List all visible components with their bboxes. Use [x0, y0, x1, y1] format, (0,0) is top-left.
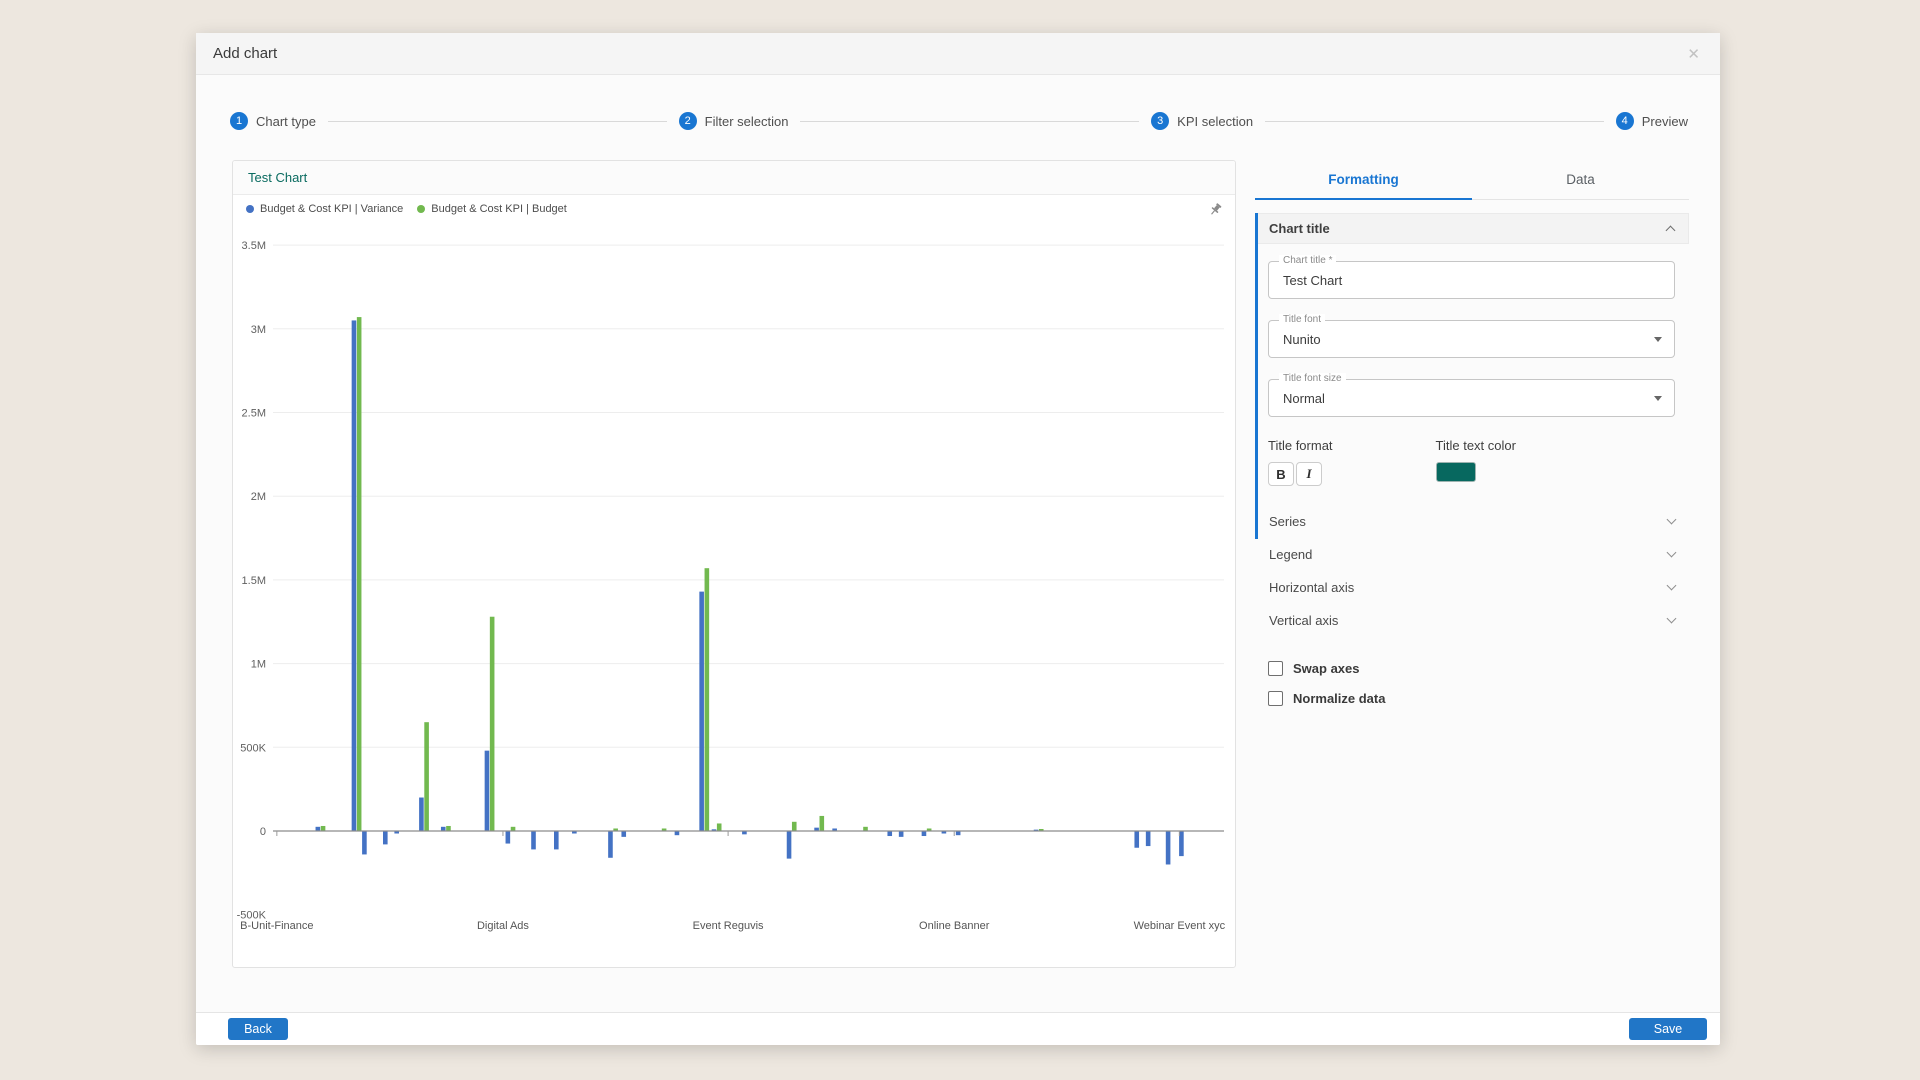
chart-title-section: Chart title Chart title * Test Chart Tit… [1255, 213, 1689, 486]
step-2-circle: 2 [679, 112, 697, 130]
chart-card-header: Test Chart [233, 161, 1235, 195]
svg-text:Online Banner: Online Banner [919, 920, 990, 932]
section-legend-header[interactable]: Legend [1255, 538, 1689, 571]
title-font-select[interactable]: Title font Nunito [1268, 320, 1675, 358]
active-tab-indicator [1255, 198, 1472, 200]
svg-text:500K: 500K [240, 742, 266, 754]
panel-tabs: Formatting Data [1255, 160, 1689, 200]
step-kpi-selection[interactable]: 3 KPI selection [1151, 112, 1253, 130]
svg-text:3M: 3M [251, 324, 266, 336]
svg-text:2.5M: 2.5M [242, 408, 266, 420]
step-chart-type[interactable]: 1 Chart type [230, 112, 316, 130]
section-series-header[interactable]: Series [1255, 505, 1689, 538]
svg-text:1.5M: 1.5M [242, 575, 266, 587]
svg-text:0: 0 [260, 826, 266, 838]
step-preview[interactable]: 4 Preview [1616, 112, 1688, 130]
italic-button[interactable]: I [1296, 462, 1322, 486]
title-format-row: Title format B I Title text color [1255, 438, 1689, 486]
svg-text:Event Reguvis: Event Reguvis [693, 920, 764, 932]
close-icon[interactable]: ✕ [1687, 45, 1700, 63]
bold-button[interactable]: B [1268, 462, 1294, 486]
chart-legend: Budget & Cost KPI | Variance Budget & Co… [233, 195, 1235, 223]
section-vertical-axis-header[interactable]: Vertical axis [1255, 604, 1689, 637]
swap-axes-checkbox[interactable] [1268, 661, 1283, 676]
svg-text:1M: 1M [251, 659, 266, 671]
step-4-circle: 4 [1616, 112, 1634, 130]
chart-title-text: Test Chart [248, 170, 307, 185]
step-filter-selection[interactable]: 2 Filter selection [679, 112, 789, 130]
modal-header: Add chart ✕ [196, 33, 1720, 75]
svg-text:3.5M: 3.5M [242, 240, 266, 252]
title-text-color-swatch[interactable] [1436, 462, 1476, 482]
modal-title: Add chart [213, 45, 277, 62]
formatting-panel: Formatting Data Chart title Chart title … [1255, 160, 1689, 970]
tab-formatting[interactable]: Formatting [1255, 160, 1472, 199]
svg-text:Webinar Event xyc: Webinar Event xyc [1134, 920, 1226, 932]
svg-text:B-Unit-Finance: B-Unit-Finance [240, 920, 313, 932]
chevron-down-icon [1667, 614, 1677, 624]
chart-preview-card: Test Chart Budget & Cost KPI | Variance … [232, 160, 1236, 968]
dropdown-arrow-icon [1654, 396, 1662, 401]
save-button[interactable]: Save [1629, 1018, 1707, 1040]
stepper-connector [800, 121, 1139, 122]
stepper: 1 Chart type 2 Filter selection 3 KPI se… [230, 111, 1688, 131]
svg-text:Digital Ads: Digital Ads [477, 920, 529, 932]
legend-item-variance[interactable]: Budget & Cost KPI | Variance [246, 203, 403, 215]
pin-icon[interactable] [1208, 202, 1223, 217]
bar-chart: 3.5M3M2.5M2M1.5M1M500K0-500KB-Unit-Finan… [233, 223, 1235, 967]
stepper-connector [328, 121, 667, 122]
legend-dot-variance [246, 205, 254, 213]
chevron-down-icon [1667, 515, 1677, 525]
chart-title-section-header[interactable]: Chart title [1255, 213, 1689, 244]
chevron-down-icon [1667, 581, 1677, 591]
legend-dot-budget [417, 205, 425, 213]
collapsed-sections: Series Legend Horizontal axis Vertical a… [1255, 505, 1689, 637]
stepper-connector [1265, 121, 1604, 122]
chevron-up-icon [1666, 226, 1676, 236]
modal-footer: Back Save [196, 1012, 1720, 1045]
step-3-circle: 3 [1151, 112, 1169, 130]
chevron-down-icon [1667, 548, 1677, 558]
modal-content: Test Chart Budget & Cost KPI | Variance … [232, 160, 1690, 970]
legend-item-budget[interactable]: Budget & Cost KPI | Budget [417, 203, 567, 215]
back-button[interactable]: Back [228, 1018, 288, 1040]
section-horizontal-axis-header[interactable]: Horizontal axis [1255, 571, 1689, 604]
options-checkboxes: Swap axes Normalize data [1255, 653, 1689, 713]
normalize-data-option[interactable]: Normalize data [1255, 683, 1689, 713]
title-font-size-select[interactable]: Title font size Normal [1268, 379, 1675, 417]
add-chart-modal: Add chart ✕ 1 Chart type 2 Filter select… [196, 33, 1720, 1045]
chart-title-input[interactable]: Chart title * Test Chart [1268, 261, 1675, 299]
step-1-circle: 1 [230, 112, 248, 130]
normalize-data-checkbox[interactable] [1268, 691, 1283, 706]
svg-text:2M: 2M [251, 491, 266, 503]
tab-data[interactable]: Data [1472, 160, 1689, 199]
dropdown-arrow-icon [1654, 337, 1662, 342]
chart-title-fields: Chart title * Test Chart Title font Nuni… [1255, 244, 1689, 417]
swap-axes-option[interactable]: Swap axes [1255, 653, 1689, 683]
